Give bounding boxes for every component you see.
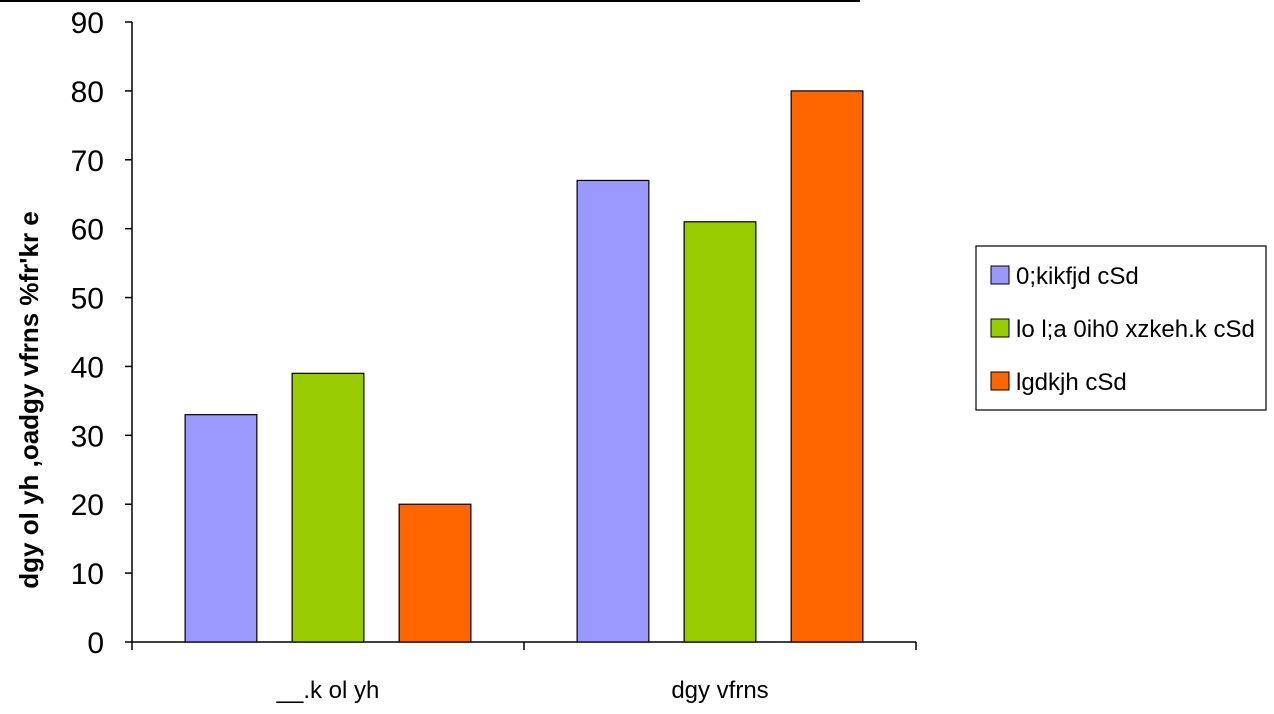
x-category-label: __.k ol yh <box>276 677 380 704</box>
legend-swatch <box>990 265 1010 285</box>
y-tick-label: 20 <box>71 489 104 522</box>
y-tick-label: 70 <box>71 145 104 178</box>
legend-label: lgdkjh cSd <box>1016 369 1127 396</box>
y-tick-label: 40 <box>71 351 104 384</box>
legend: 0;kikfjd cSd lo l;a 0ih0 xzkeh.k cSd lgdkj… <box>975 245 1267 411</box>
bar <box>398 503 472 643</box>
legend-label: 0;kikfjd cSd <box>1016 263 1139 290</box>
y-tick-label: 10 <box>71 558 104 591</box>
y-tick-label: 60 <box>71 214 104 247</box>
x-axis: __.k ol yh dgy vfrns <box>131 641 917 704</box>
y-tick-label: 90 <box>71 7 104 40</box>
y-tick-label: 30 <box>71 420 104 453</box>
y-tick-label: 50 <box>71 283 104 316</box>
y-tick-label: 0 <box>87 627 104 660</box>
y-axis: 0 10 20 30 40 50 60 70 80 90 <box>71 7 133 660</box>
y-axis-label: dgy ol yh ,oadgy vfrns %fr'kr e <box>14 211 44 589</box>
legend-frame <box>975 245 1267 411</box>
bar <box>790 90 864 643</box>
bar <box>184 414 258 643</box>
bar <box>683 221 757 643</box>
bar <box>291 372 365 643</box>
x-category-label: dgy vfrns <box>671 677 768 704</box>
bars-group <box>184 90 864 643</box>
legend-label: lo l;a 0ih0 xzkeh.k cSd <box>1016 316 1255 343</box>
bar <box>576 179 650 643</box>
y-tick-label: 80 <box>71 76 104 109</box>
legend-swatch <box>990 318 1010 338</box>
legend-swatch <box>990 371 1010 391</box>
